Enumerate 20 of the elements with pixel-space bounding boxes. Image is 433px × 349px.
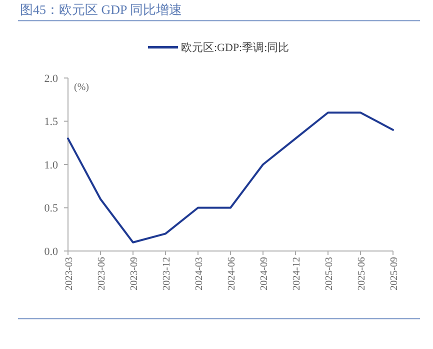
chart-title: 图45：欧元区 GDP 同比增速 xyxy=(20,2,182,17)
line-series xyxy=(67,112,394,244)
x-tick-label: 2023-03 xyxy=(64,257,75,290)
x-tick-label: 2024-03 xyxy=(194,257,205,290)
y-axis-title: (%) xyxy=(74,82,89,93)
y-tick-label: 1.5 xyxy=(44,116,58,128)
y-tick-label: 1.0 xyxy=(44,159,58,172)
x-tick-label: 2024-12 xyxy=(292,257,302,290)
x-tick-label: 2023-09 xyxy=(129,257,140,290)
y-tick-label: 2.0 xyxy=(44,72,58,85)
x-tick-label: 2025-06 xyxy=(356,257,368,290)
y-tick-label: 0.0 xyxy=(44,246,58,258)
x-tick-label: 2025-09 xyxy=(389,257,400,290)
x-tick-label: 2023-12 xyxy=(162,257,172,290)
legend-label: 欧元区:GDP:季调:同比 xyxy=(181,41,290,54)
x-tick-label: 2023-06 xyxy=(96,257,108,290)
x-tick-label: 2025-03 xyxy=(324,257,335,290)
x-tick-label: 2024-09 xyxy=(259,257,270,290)
x-tick-label: 2024-06 xyxy=(226,257,238,290)
y-tick-label: 0.5 xyxy=(44,202,58,215)
